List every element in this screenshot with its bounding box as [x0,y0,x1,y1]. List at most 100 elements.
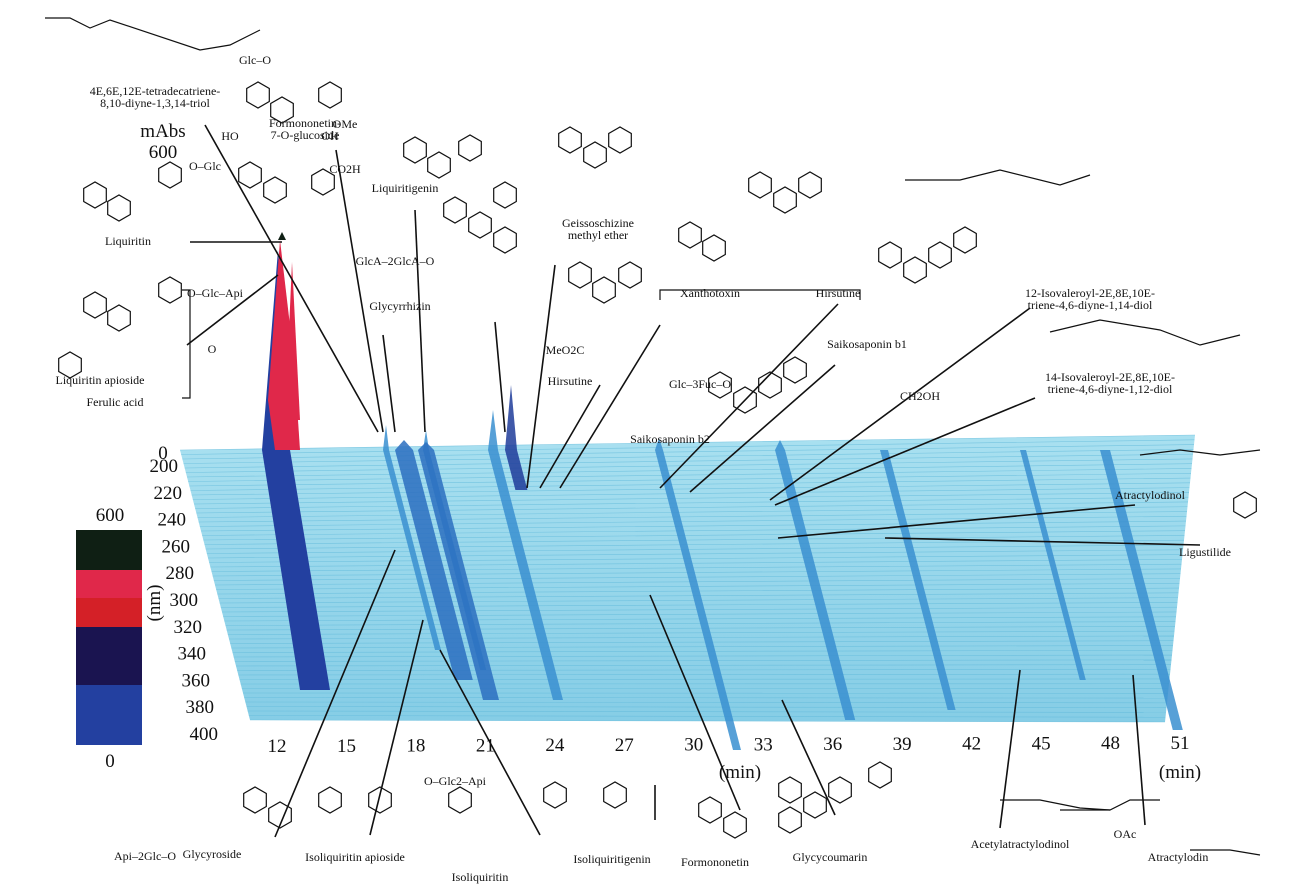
fragment-label: O–Glc2–Api [424,774,487,788]
ring [779,777,802,803]
wavelength-tick: 380 [186,697,215,718]
chain [45,18,260,50]
ring [784,357,807,383]
wavelength-tick: 360 [182,670,211,691]
ring [84,182,107,208]
absorbance-unit: mAbs [140,121,185,142]
ring [469,212,492,238]
time-tick: 36 [823,734,842,755]
ring [319,82,342,108]
wavelength-tick: 300 [170,590,199,611]
time-tick: 18 [406,736,425,757]
ring [444,197,467,223]
ring [929,242,952,268]
compound-name: Liquiritin [105,234,151,248]
ring [239,162,262,188]
ring [804,792,827,818]
ring [724,812,747,838]
fragment-label: MeO2C [546,343,585,357]
compound-name: Hirsutine [816,286,861,300]
wavelength-tick: 340 [178,644,207,665]
ring [954,227,977,253]
ring [494,182,517,208]
time-tick: 51 [1171,733,1190,754]
compound-name: triene-4,6-diyne-1,14-diol [1028,298,1153,312]
ring [593,277,616,303]
fragment-label: OH [321,129,339,143]
compound-name: Glycycoumarin [793,850,868,864]
compound-name: Atractylodin [1148,850,1209,864]
fragment-label: O–Glc–Api [187,286,244,300]
ring [774,187,797,213]
fragment-label: CO2H [329,162,361,176]
compound-name: Ligustilide [1179,545,1231,559]
compound-name: Xanthotoxin [680,286,740,300]
wavelength-tick: 320 [174,617,203,638]
time-tick: 33 [754,734,773,755]
time-label: (min) [1159,762,1201,783]
time-tick: 42 [962,734,981,755]
ring [569,262,592,288]
wavelength-tick: 400 [190,724,219,745]
ring [369,787,392,813]
ring [559,127,582,153]
colorbar-band [76,627,142,685]
ring [829,777,852,803]
ring [879,242,902,268]
absorbance-max: 600 [149,142,178,163]
ring [609,127,632,153]
fragment-label: OAc [1114,827,1137,841]
colorbar-band [76,685,142,745]
ring [679,222,702,248]
ring [449,787,472,813]
ring [544,782,567,808]
chain [1050,320,1240,345]
compound-name: Hirsutine [548,374,593,388]
time-tick: 24 [545,735,565,756]
wavelength-label: (nm) [144,585,165,622]
time-tick: 15 [337,736,356,757]
fragment-label: HO [221,129,239,143]
compound-name: Acetylatractylodinol [971,837,1070,851]
ring [759,372,782,398]
compound-name: Isoliquiritin [452,870,509,884]
wavelength-tick: 200 [150,456,179,477]
time-tick: 30 [684,735,703,756]
fragment-label: O [208,342,217,356]
ring [244,787,267,813]
ring [459,135,482,161]
colorbar [76,530,142,745]
time-tick: 27 [615,735,634,756]
fragment-label: O–Glc [189,159,221,173]
compound-name: Liquiritigenin [372,181,439,195]
ring [699,797,722,823]
ring [619,262,642,288]
ring [428,152,451,178]
compound-name: triene-4,6-diyne-1,12-diol [1048,382,1173,396]
ring [159,277,182,303]
wavelength-tick: 220 [154,483,183,504]
time-tick: 39 [893,734,912,755]
time-tick: 12 [268,736,287,757]
ring [703,235,726,261]
ring [404,137,427,163]
colorbar-band [76,598,142,627]
ring [264,177,287,203]
ring [869,762,892,788]
compound-name: Glycyroside [183,847,242,861]
ring [108,195,131,221]
ring [584,142,607,168]
compound-name: Isoliquiritigenin [573,852,650,866]
colorbar-max: 600 [96,505,125,526]
wavelength-tick: 260 [162,536,191,557]
compound-name: Atractylodinol [1115,488,1186,502]
fragment-label: Api–2Glc–O [114,849,176,863]
wavelength-tick: 280 [166,563,195,584]
compound-name: 8,10-diyne-1,3,14-triol [100,96,210,110]
fragment-label: GlcA–2GlcA–O [356,254,435,268]
compound-name: Ferulic acid [87,395,144,409]
colorbar-min: 0 [105,751,115,772]
fragment-label: CH2OH [900,389,940,403]
ring [604,782,627,808]
compound-name: Glycyrrhizin [369,299,430,313]
